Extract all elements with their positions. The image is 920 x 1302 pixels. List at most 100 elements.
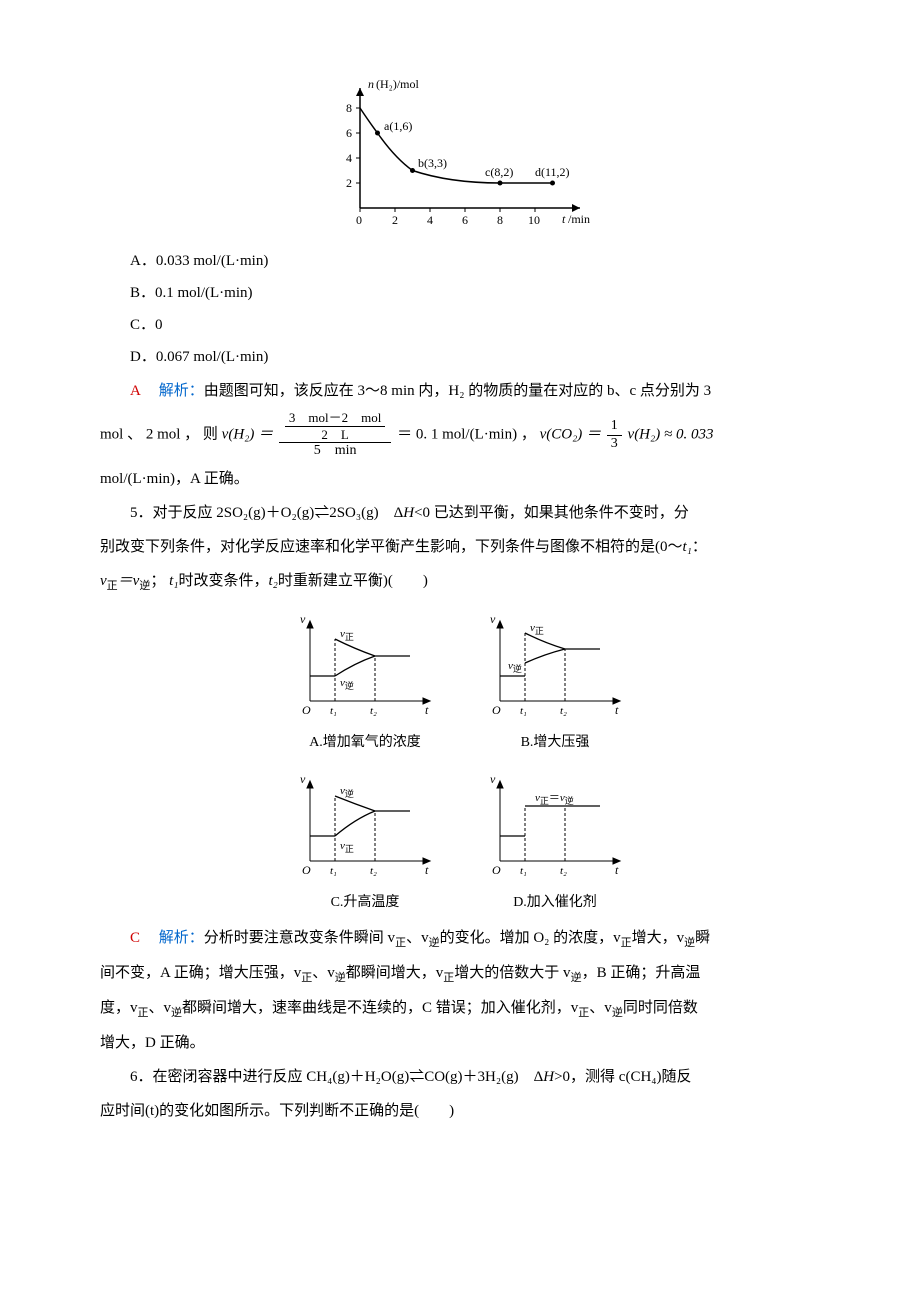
q4-num-top: 3 mol－2 mol xyxy=(285,410,385,427)
q5-stem-line3: v正＝v逆； t₁时改变条件，t₂时重新建立平衡)( ) xyxy=(100,566,820,597)
q5-expl-label: 解析： xyxy=(159,930,204,946)
svg-text:n: n xyxy=(368,77,374,91)
svg-text:c(8,2): c(8,2) xyxy=(485,165,513,179)
q5-s-z2: 正 xyxy=(621,937,632,949)
q5-explanation-line1: C 解析：分析时要注意改变条件瞬间 v正、v逆的变化。增加 O₂ 的浓度，v正增… xyxy=(100,923,820,954)
q4-den: 5 min xyxy=(279,443,391,460)
q4-option-a: A．0.033 mol/(L·min) xyxy=(100,246,820,276)
q4-explanation-line1: A 解析：由题图可知，该反应在 3～8 min 内，H₂ 的物质的量在对应的 b… xyxy=(100,376,820,406)
h2-mol-line-chart: n(H₂)/mol t/min 0 2 4 6 8 10 2 4 6 8 a(1… xyxy=(310,68,610,238)
svg-text:t₂: t₂ xyxy=(560,705,567,717)
q5-s-n1: 逆 xyxy=(429,937,440,949)
svg-text:O: O xyxy=(302,703,311,717)
q5-s-z1: 正 xyxy=(395,937,406,949)
svg-text:4: 4 xyxy=(346,151,352,165)
q5-explanation-line2: 间不变，A 正确；增大压强，v正、v逆都瞬间增大，v正增大的倍数大于 v逆，B … xyxy=(100,958,820,989)
q4-expl-label: 解析： xyxy=(159,383,204,399)
svg-text:t₂: t₂ xyxy=(370,865,377,877)
q6-italic-H: H xyxy=(543,1069,554,1085)
svg-text:v: v xyxy=(300,772,306,786)
q5-italic-H: H xyxy=(403,505,414,521)
q6-stem-1: 6．在密闭容器中进行反应 CH₄(g)＋H₂O(g)⇌CO(g)＋3H₂(g) … xyxy=(130,1069,543,1085)
svg-text:t₁: t₁ xyxy=(520,705,527,717)
q5-caption-A: A.增加氧气的浓度 xyxy=(290,729,440,757)
q5-s-n5: 逆 xyxy=(171,1007,182,1019)
svg-text:O: O xyxy=(492,863,501,877)
q4-explanation-line2: mol 、 2 mol ， 则 v(H₂) ＝ 3 mol－2 mol 2 L … xyxy=(100,410,820,460)
q5-e1: 分析时要注意改变条件瞬间 v xyxy=(204,930,395,946)
q4-explanation-line3: mol/(L·min)，A 正确。 xyxy=(100,464,820,494)
q5-stem-3d: 时重新建立平衡)( ) xyxy=(278,573,428,589)
q5-s-n6: 逆 xyxy=(612,1007,623,1019)
svg-text:8: 8 xyxy=(497,213,503,227)
svg-text:t: t xyxy=(425,703,429,717)
q5-e1c: 的变化。增加 O₂ 的浓度，v xyxy=(440,930,621,946)
q5-chart-C: vtO t₁ t₂ v逆 v正 C.升高温度 xyxy=(290,763,440,917)
svg-text:v逆: v逆 xyxy=(508,660,522,674)
svg-text:O: O xyxy=(302,863,311,877)
q5-t1a: t₁ xyxy=(683,539,692,555)
svg-text:v: v xyxy=(490,612,496,626)
q5-e3d: 、v xyxy=(589,1000,612,1016)
q4-frac-onethird: 1 3 xyxy=(607,418,622,453)
q5-stem-3b: ； xyxy=(150,573,165,589)
svg-text:2: 2 xyxy=(392,213,398,227)
svg-text:6: 6 xyxy=(346,126,352,140)
q5-chart-A: vt O t₁ t₂ v正 v逆 A.增加氧气的浓度 xyxy=(290,603,440,757)
svg-text:t₂: t₂ xyxy=(560,865,567,877)
q5-e2e: ，B 正确；升高温 xyxy=(582,965,701,981)
q5-caption-C: C.升高温度 xyxy=(290,889,440,917)
svg-text:6: 6 xyxy=(462,213,468,227)
q5-s-z5: 正 xyxy=(138,1007,149,1019)
svg-text:t₁: t₁ xyxy=(330,705,337,717)
q5-explanation-line4: 增大，D 正确。 xyxy=(100,1028,820,1058)
svg-text:v: v xyxy=(490,772,496,786)
q5-charts-row1: vt O t₁ t₂ v正 v逆 A.增加氧气的浓度 v t O xyxy=(100,603,820,757)
q6-stem-line1: 6．在密闭容器中进行反应 CH₄(g)＋H₂O(g)⇌CO(g)＋3H₂(g) … xyxy=(100,1062,820,1092)
svg-text:t: t xyxy=(425,863,429,877)
q5-s-n2: 逆 xyxy=(684,937,695,949)
q5-e3e: 同时同倍数 xyxy=(623,1000,698,1016)
q5-sub-zheng1: 正 xyxy=(107,580,118,592)
svg-text:t₁: t₁ xyxy=(520,865,527,877)
q5-sub-ni1: 逆 xyxy=(139,580,150,592)
svg-text:v正: v正 xyxy=(530,622,544,636)
q5-e2d: 增大的倍数大于 v xyxy=(454,965,570,981)
q6-stem-1b: >0，测得 c(CH₄)随反 xyxy=(554,1069,691,1085)
svg-text:(H₂)/mol: (H₂)/mol xyxy=(376,77,420,91)
q5-s-z3: 正 xyxy=(301,972,312,984)
q5-e1e: 瞬 xyxy=(695,930,710,946)
svg-text:O: O xyxy=(492,703,501,717)
q5-t2: t₂ xyxy=(269,573,278,589)
q5-s-n4: 逆 xyxy=(571,972,582,984)
svg-text:4: 4 xyxy=(427,213,433,227)
q5-e1b: 、v xyxy=(406,930,429,946)
svg-text:2: 2 xyxy=(346,176,352,190)
svg-text:d(11,2): d(11,2) xyxy=(535,165,570,179)
q5-stem-2: 别改变下列条件，对化学反应速率和化学平衡产生影响，下列条件与图像不相符的是(0～ xyxy=(100,539,683,555)
q5-chart-B: vtO t₁ t₂ v正 v逆 B.增大压强 xyxy=(480,603,630,757)
svg-text:0: 0 xyxy=(356,213,362,227)
q5-stem-1b: <0 已达到平衡，如果其他条件不变时，分 xyxy=(414,505,689,521)
svg-text:a(1,6): a(1,6) xyxy=(384,119,412,133)
svg-text:v正＝v逆: v正＝v逆 xyxy=(535,792,574,806)
q5-e2: 间不变，A 正确；增大压强，v xyxy=(100,965,301,981)
svg-text:t₂: t₂ xyxy=(370,705,377,717)
q5-s-z4: 正 xyxy=(443,972,454,984)
q5-s-n3: 逆 xyxy=(335,972,346,984)
svg-text:v正: v正 xyxy=(340,628,354,642)
svg-text:v逆: v逆 xyxy=(340,785,354,799)
q5-s-z6: 正 xyxy=(578,1007,589,1019)
q5-t1b: t₁ xyxy=(169,573,178,589)
svg-text:t: t xyxy=(615,703,619,717)
q4-vCO2-lhs: v(CO₂) ＝ xyxy=(540,426,601,442)
q4-vH2-rhs: v(H₂) ≈ 0. 033 xyxy=(628,426,714,442)
q4-chart: n(H₂)/mol t/min 0 2 4 6 8 10 2 4 6 8 a(1… xyxy=(100,68,820,238)
q5-stem-1: 5．对于反应 2SO₂(g)＋O₂(g)⇌2SO₃(g) Δ xyxy=(130,505,403,521)
q5-charts-row2: vtO t₁ t₂ v逆 v正 C.升高温度 vtO t₁ t₂ xyxy=(100,763,820,917)
q5-chart-D: vtO t₁ t₂ v正＝v逆 D.加入催化剂 xyxy=(480,763,630,917)
svg-text:/min: /min xyxy=(568,212,590,226)
q4-big-fraction: 3 mol－2 mol 2 L 5 min xyxy=(279,410,391,460)
q4-expl-text1: 由题图可知，该反应在 3～8 min 内，H₂ 的物质的量在对应的 b、c 点分… xyxy=(204,383,711,399)
svg-text:b(3,3): b(3,3) xyxy=(418,156,447,170)
